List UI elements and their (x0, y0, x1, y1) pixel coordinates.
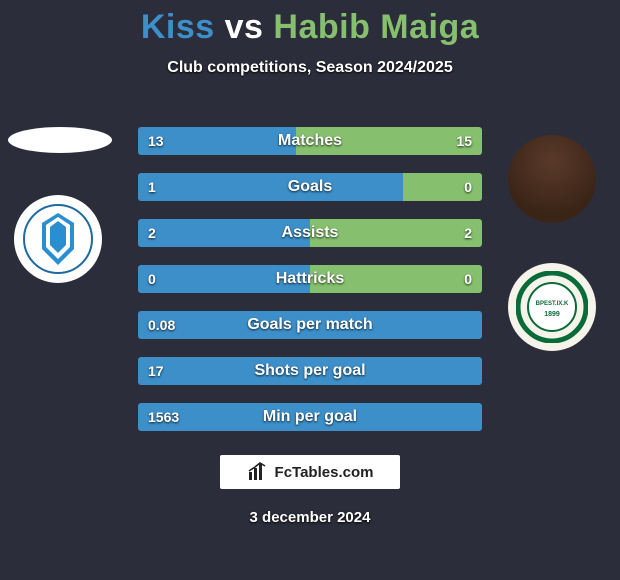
svg-text:BPEST.IX.K: BPEST.IX.K (536, 301, 569, 307)
season-subtitle: Club competitions, Season 2024/2025 (0, 59, 620, 77)
stat-row: 0.08Goals per match (138, 311, 482, 339)
ferencvaros-crest-icon: BPEST.IX.K 1899 (516, 271, 588, 343)
stat-label: Matches (138, 127, 482, 155)
stat-row: 22Assists (138, 219, 482, 247)
stat-row: 1563Min per goal (138, 403, 482, 431)
player2-avatar (508, 135, 596, 223)
vs-text: vs (225, 8, 264, 46)
stat-label: Min per goal (138, 403, 482, 431)
stat-bars: 1315Matches 10Goals 22Assists 00Hattricks 0.… (138, 127, 482, 449)
player1-name: Kiss (141, 8, 215, 46)
player2-name: Habib Maiga (273, 8, 479, 46)
stat-row: 10Goals (138, 173, 482, 201)
brand-chart-icon (247, 462, 267, 482)
player2-club-crest: BPEST.IX.K 1899 (508, 263, 596, 351)
stat-label: Assists (138, 219, 482, 247)
player1-club-crest (14, 195, 102, 283)
brand-badge[interactable]: FcTables.com (220, 455, 400, 489)
stat-row: 00Hattricks (138, 265, 482, 293)
zte-crest-icon (22, 203, 94, 275)
brand-text: FcTables.com (275, 464, 374, 481)
stat-row: 17Shots per goal (138, 357, 482, 385)
snapshot-date: 3 december 2024 (0, 509, 620, 526)
comparison-content: BPEST.IX.K 1899 1315Matches 10Goals 22Assi… (0, 107, 620, 427)
stat-label: Goals (138, 173, 482, 201)
stat-label: Shots per goal (138, 357, 482, 385)
stat-row: 1315Matches (138, 127, 482, 155)
stat-label: Hattricks (138, 265, 482, 293)
svg-text:1899: 1899 (544, 311, 560, 318)
player1-avatar (8, 127, 112, 153)
stat-label: Goals per match (138, 311, 482, 339)
comparison-title: Kiss vs Habib Maiga (0, 0, 620, 47)
